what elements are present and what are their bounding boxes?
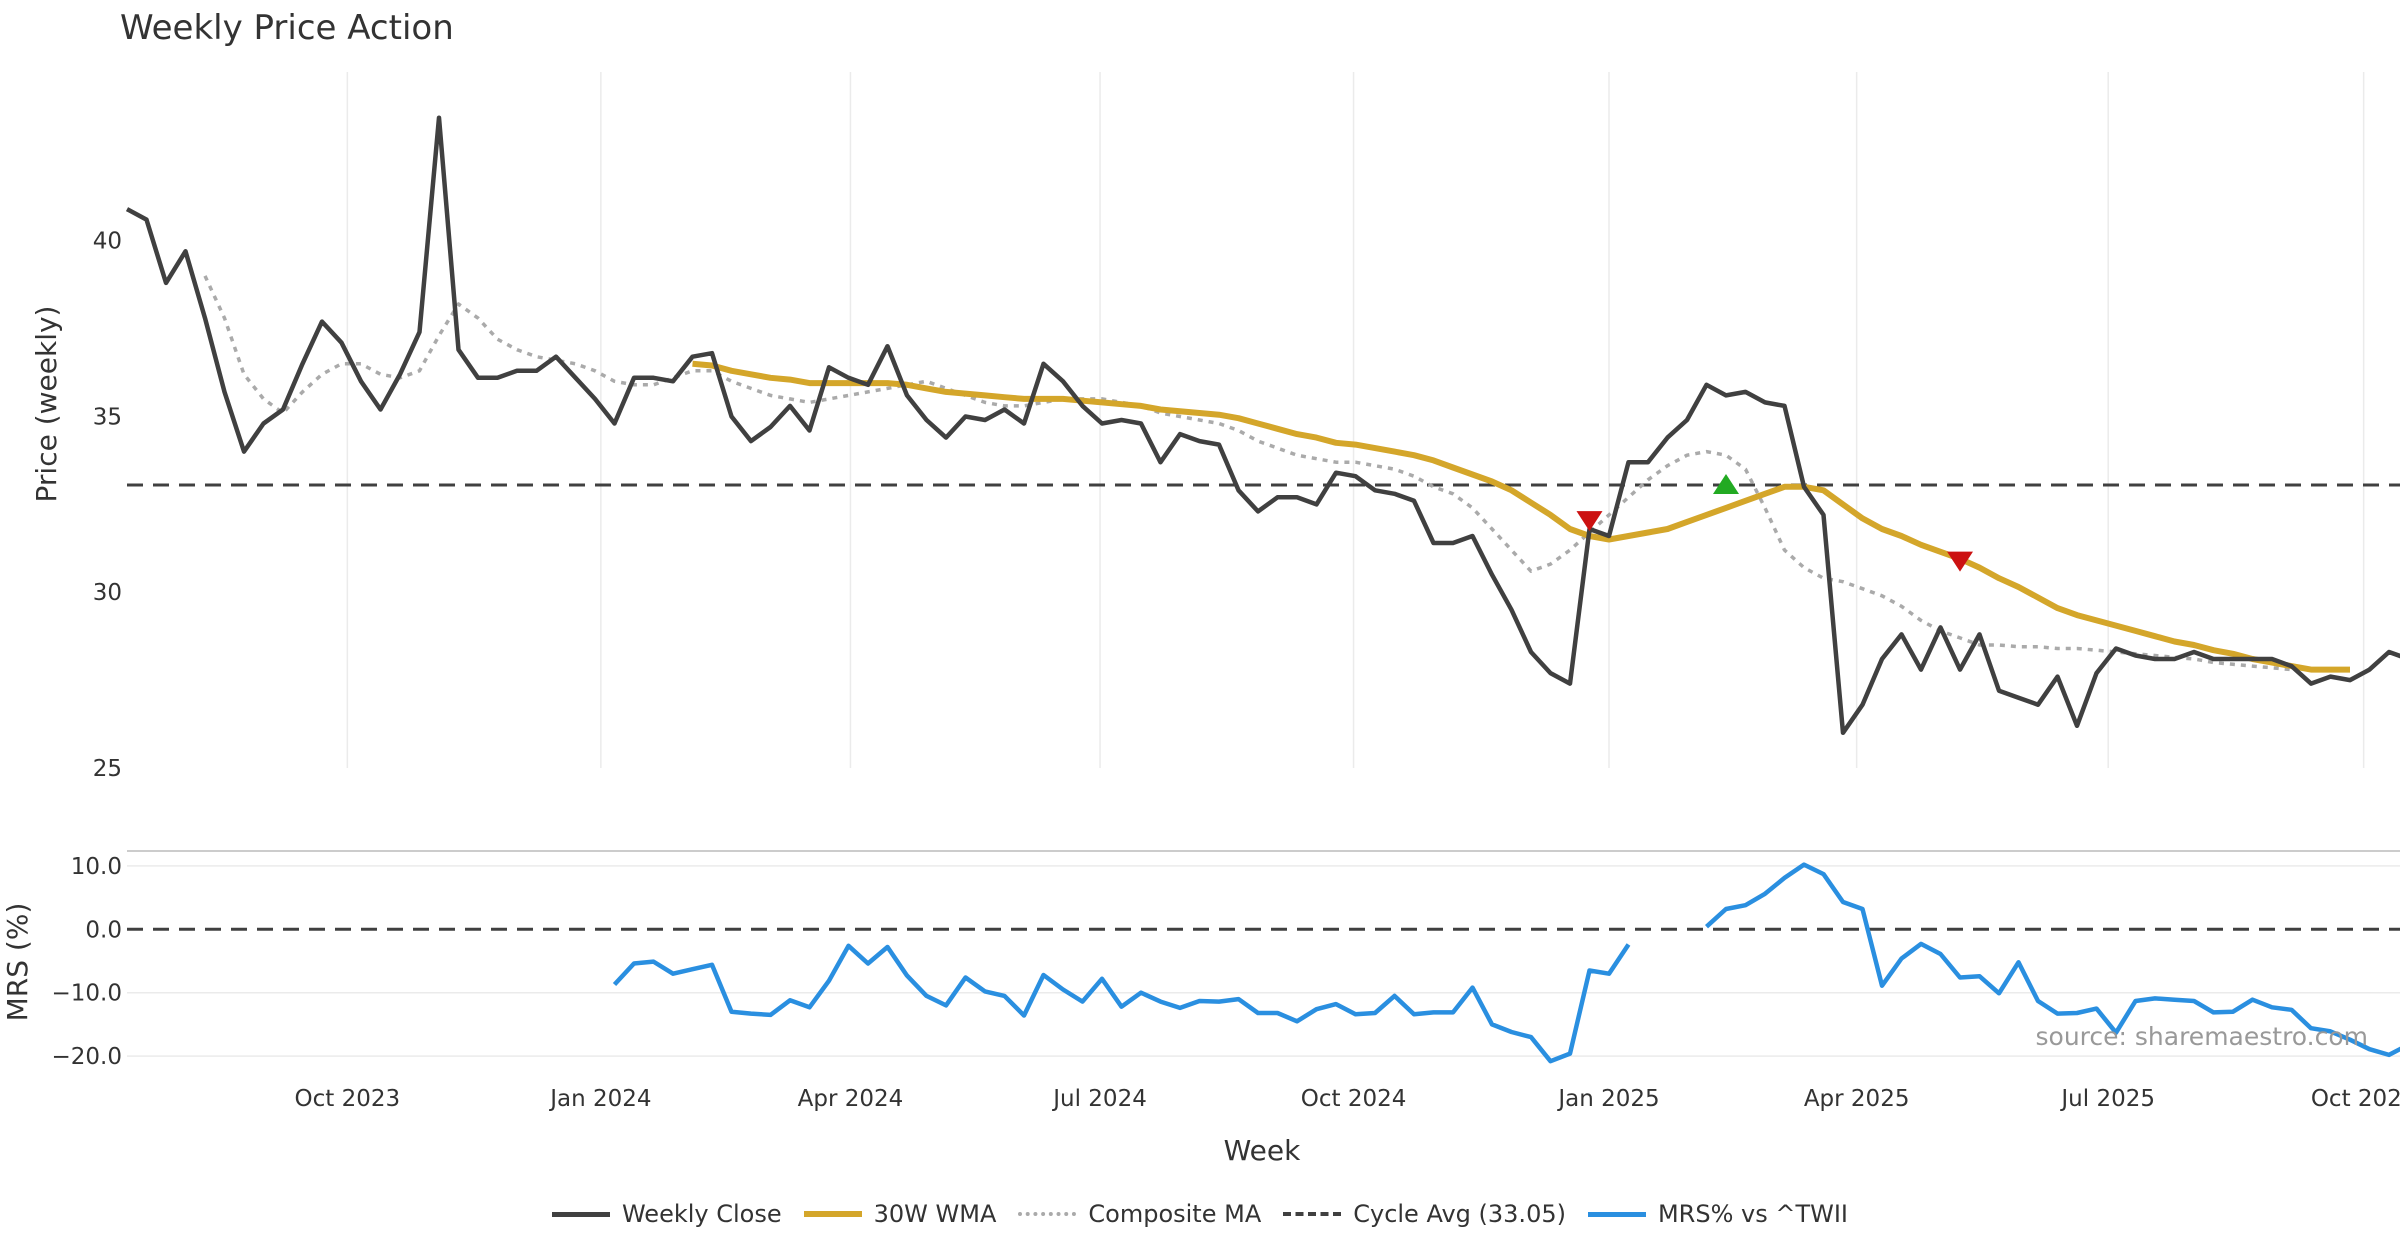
mrs-y-axis-title: MRS (%): [1, 903, 34, 1022]
x-tick-label: Jan 2025: [1556, 1086, 1659, 1112]
mrs-ytick-label: 0.0: [85, 917, 122, 943]
x-tick-label: Apr 2025: [1804, 1086, 1910, 1112]
mrs-ytick-label: −10.0: [52, 981, 122, 1007]
price-ytick-label: 30: [93, 580, 122, 606]
mrs-ytick-label: 10.0: [71, 854, 122, 880]
legend-item-composite-ma[interactable]: Composite MA: [1018, 1200, 1261, 1228]
legend-swatch-composite-ma: [1018, 1212, 1077, 1216]
weekly-close-line: [125, 115, 2400, 736]
mrs-line-segment: [612, 943, 1631, 1064]
chart-title: Weekly Price Action: [120, 8, 454, 48]
legend-swatch-cycle-avg: [1283, 1212, 1342, 1216]
price-ytick-label: 40: [93, 229, 122, 255]
legend: Weekly Close 30W WMA Composite MA Cycle …: [0, 1200, 2400, 1228]
sell-signal-marker: [1576, 511, 1603, 532]
legend-label-mrs: MRS% vs ^TWII: [1657, 1200, 1849, 1228]
legend-label-cycle-avg: Cycle Avg (33.05): [1353, 1200, 1566, 1228]
mrs-panel: 10.0 0.0 −10.0 −20.0: [52, 850, 2400, 1070]
buy-signal-marker: [1713, 474, 1739, 495]
legend-swatch-mrs: [1587, 1211, 1646, 1217]
price-panel: 25 30 35 40: [93, 72, 2400, 782]
mrs-ytick-label: −20.0: [52, 1044, 122, 1070]
wma-line: [692, 360, 2350, 673]
legend-item-wma[interactable]: 30W WMA: [803, 1200, 997, 1228]
composite-ma-line: [203, 275, 2292, 672]
legend-swatch-weekly-close: [551, 1211, 610, 1217]
x-axis: Oct 2023 Jan 2024 Apr 2024 Jul 2024 Oct 2024…: [295, 1086, 2400, 1112]
x-tick-label: Jul 2025: [2059, 1086, 2155, 1112]
price-ytick-label: 25: [93, 756, 122, 782]
x-tick-label: Apr 2024: [798, 1086, 904, 1112]
x-tick-label: Oct 2023: [295, 1086, 401, 1112]
source-label: source: sharemaestro.com: [2036, 1022, 2369, 1051]
price-y-axis-title: Price (weekly): [30, 306, 63, 503]
legend-label-composite-ma: Composite MA: [1088, 1200, 1262, 1228]
legend-swatch-wma: [803, 1211, 862, 1217]
legend-label-weekly-close: Weekly Close: [621, 1200, 782, 1228]
x-tick-label: Oct 2025: [2311, 1086, 2400, 1112]
x-axis-title: Week: [1224, 1134, 1301, 1167]
legend-item-mrs[interactable]: MRS% vs ^TWII: [1587, 1200, 1849, 1228]
price-ytick-label: 35: [93, 404, 122, 430]
legend-item-cycle-avg[interactable]: Cycle Avg (33.05): [1283, 1200, 1566, 1228]
x-tick-label: Oct 2024: [1301, 1086, 1407, 1112]
sell-signal-marker: [1947, 551, 1973, 572]
legend-item-weekly-close[interactable]: Weekly Close: [551, 1200, 782, 1228]
legend-label-wma: 30W WMA: [873, 1200, 997, 1228]
mrs-line-segment: [1704, 862, 2400, 1058]
x-tick-label: Jan 2024: [548, 1086, 651, 1112]
x-tick-label: Jul 2024: [1051, 1086, 1147, 1112]
